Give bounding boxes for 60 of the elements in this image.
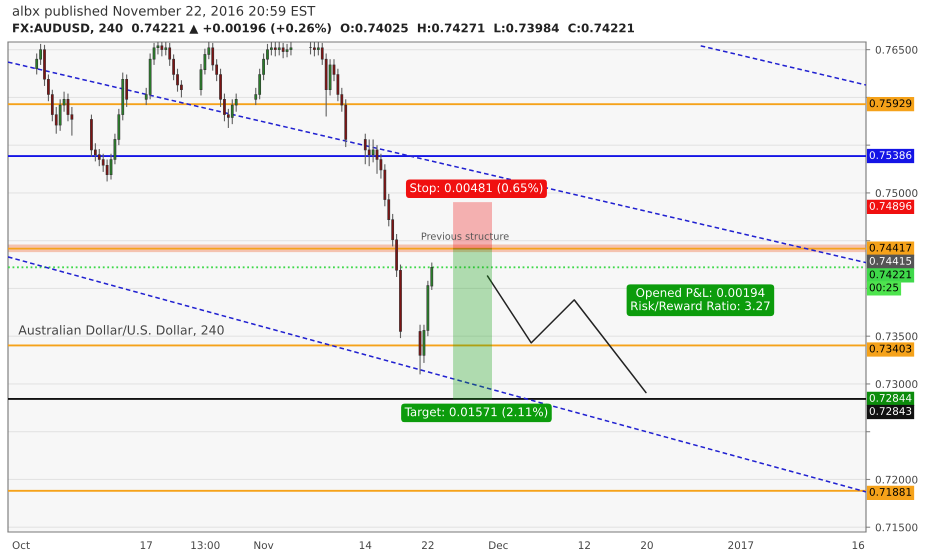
candlestick — [286, 43, 288, 58]
candlestick — [230, 98, 234, 125]
text: 0.74415 — [870, 256, 912, 265]
ref-line-label: 0.75386 — [870, 151, 912, 160]
ref-line-label: 0.74221 — [870, 270, 912, 278]
ref-line-label: 0.73403 — [870, 344, 912, 352]
candlestick — [66, 93, 70, 122]
candlestick — [211, 42, 214, 72]
annotation: Opened P&L: 0.00194 Risk/Reward Ratio: 3.27 — [631, 288, 770, 312]
y-tick-label: 0.71500 — [876, 523, 918, 532]
band-label: Previous structure — [422, 232, 509, 240]
candlestick — [309, 42, 312, 55]
candlestick — [106, 158, 108, 182]
ref-line-label: 0.75929 — [870, 99, 912, 108]
x-tick-label: 2017 — [728, 541, 754, 550]
candlestick — [282, 42, 285, 59]
y-tick-label: 0.76500 — [876, 46, 918, 54]
text: 0.74896 — [870, 202, 912, 210]
annotation: Australian Dollar/U.S. Dollar, 240 — [18, 325, 224, 336]
ref-line-label: 0.71881 — [870, 488, 912, 496]
x-tick-label: 14 — [360, 541, 372, 549]
x-tick-label: 13:00 — [191, 541, 220, 550]
candlestick — [98, 148, 101, 167]
candlestick — [336, 68, 340, 102]
y-tick-label: 0.73500 — [876, 332, 918, 340]
candlestick — [164, 42, 168, 56]
y-tick-label: 0.72000 — [876, 476, 918, 484]
x-tick-label: 17 — [140, 541, 152, 549]
candlestick — [278, 42, 281, 56]
candlestick — [368, 138, 371, 167]
candlestick — [270, 42, 273, 56]
ref-line-label: 0.74417 — [870, 244, 912, 252]
candlestick — [35, 52, 38, 76]
candlestick — [274, 42, 277, 57]
candlestick — [290, 42, 292, 56]
x-tick-label: 12 — [578, 541, 590, 549]
y-tick-label: 0.73000 — [876, 380, 918, 388]
y-tick-label: 0.75000 — [876, 189, 918, 198]
data-label: Target: 0.01571 (2.11%) — [404, 407, 548, 419]
candlestick — [58, 98, 62, 132]
candlestick — [418, 324, 422, 375]
candlestick — [372, 138, 374, 163]
ref-line-label: 0.72843 — [870, 407, 912, 415]
x-tick-label: 22 — [422, 541, 434, 549]
x-tick-label: Dec — [489, 541, 508, 550]
candlestick — [316, 42, 320, 56]
candlestick — [364, 133, 367, 165]
candlestick — [313, 42, 316, 57]
candlestick — [160, 42, 164, 57]
text: 00:25 — [870, 283, 898, 292]
chart-title: albx published November 22, 2016 20:59 EST — [12, 6, 316, 18]
candlestick — [102, 153, 105, 172]
text: 0.72844 — [870, 394, 912, 402]
data-label: Stop: 0.00481 (0.65%) — [410, 183, 542, 195]
x-tick-label: 16 — [852, 541, 864, 550]
x-tick-label: 20 — [641, 541, 653, 550]
x-tick-label: Oct — [12, 541, 30, 550]
chart-subtitle: FX:AUDUSD, 240 0.74221 ▲ +0.00196 (+0.26%) O:0.74025 H:0.74271 L:0.73984 C:0.74221 — [13, 23, 634, 34]
x-tick-label: Nov — [254, 541, 274, 550]
candlestick — [376, 144, 378, 174]
